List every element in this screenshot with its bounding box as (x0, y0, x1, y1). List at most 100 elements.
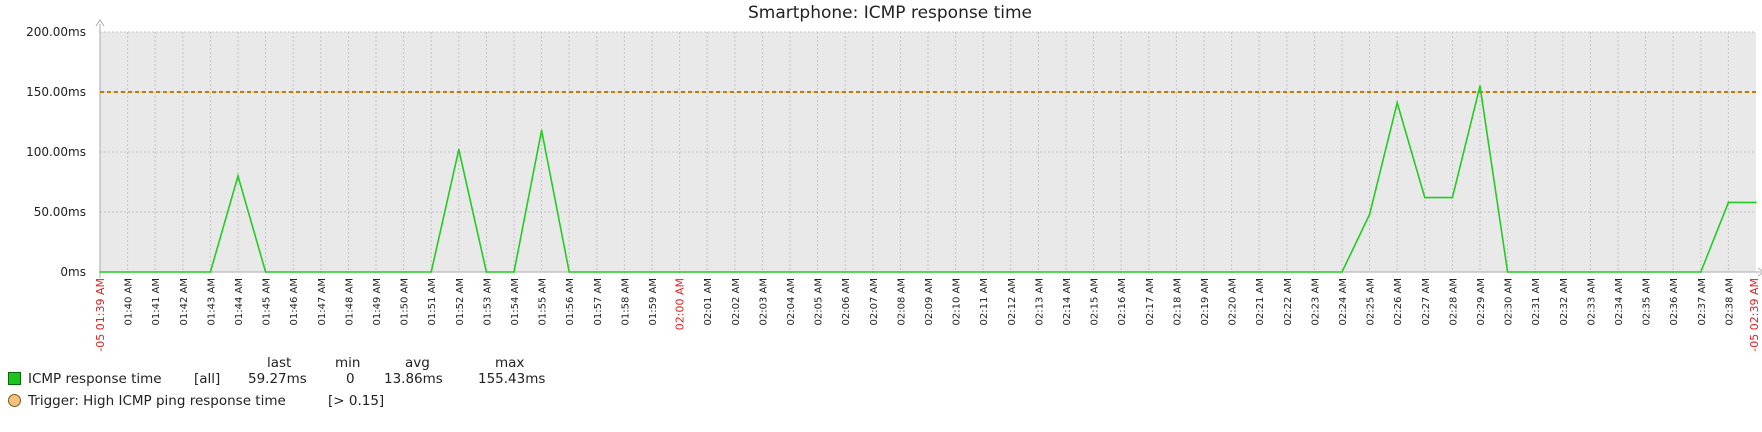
series-point (1175, 271, 1178, 273)
x-tick-label: 02:12 AM (1007, 278, 1018, 325)
series-point (1286, 271, 1288, 273)
legend-trigger-condition: [> 0.15] (328, 392, 385, 409)
legend-trigger-name: Trigger: High ICMP ping response time (28, 392, 286, 409)
x-tick-label: 02:38 AM (1724, 278, 1735, 325)
x-tick-label: 02:27 AM (1421, 278, 1432, 325)
x-tick-label: 01:46 AM (289, 278, 300, 325)
x-tick-label: 01:52 AM (455, 278, 466, 325)
x-tick-label: 02:10 AM (952, 278, 963, 325)
y-tick-label: 100.00ms (26, 145, 86, 159)
series-point (1037, 271, 1040, 273)
series-point (1230, 271, 1233, 273)
x-tick-label: 01:48 AM (344, 278, 355, 325)
series-point (1120, 271, 1122, 273)
x-tick-label: 02:34 AM (1614, 278, 1625, 325)
series-point (1672, 271, 1674, 273)
x-tick-label: 01:55 AM (538, 278, 549, 325)
x-tick-label: 02:13 AM (1034, 278, 1045, 325)
series-point (1313, 271, 1316, 273)
x-tick-label: 02:17 AM (1145, 278, 1156, 325)
series-point (734, 271, 736, 273)
x-tick-label: 01:42 AM (179, 278, 190, 325)
series-point (1010, 271, 1012, 273)
legend-trigger: Trigger: High ICMP ping response time [>… (8, 393, 384, 409)
series-point (1589, 271, 1592, 273)
series-point (1755, 201, 1757, 204)
series-point (99, 271, 101, 273)
x-tick-label: 02:15 AM (1090, 278, 1101, 325)
x-tick-label: 02:02 AM (731, 278, 742, 325)
series-point (872, 271, 874, 273)
x-tick-label: 02:03 AM (758, 278, 769, 325)
x-tick-label: 02:26 AM (1393, 278, 1404, 325)
x-tick-label: 02:33 AM (1586, 278, 1597, 325)
series-point (706, 271, 708, 273)
series-point (844, 271, 846, 273)
chart-svg: Smartphone: ICMP response time 200.00ms 15… (26, 3, 1762, 366)
legend-series-func: [all] (194, 370, 221, 387)
x-tick-label: 02:29 AM (1476, 278, 1487, 325)
series-point (1065, 271, 1067, 273)
x-tick-label: 02:07 AM (869, 278, 880, 325)
x-tick-label: 02:01 AM (703, 278, 714, 325)
chart-title: Smartphone: ICMP response time (748, 3, 1032, 23)
series-point (1617, 271, 1619, 273)
series-point (1092, 271, 1095, 273)
x-tick-label: 02:05 AM (814, 278, 825, 325)
series-point (458, 148, 460, 151)
series-point (954, 271, 957, 273)
series-point (678, 271, 681, 273)
series-point (1396, 102, 1398, 104)
legend-series-swatch (8, 372, 21, 385)
x-tick-label: 01:49 AM (372, 278, 383, 325)
series-point (292, 271, 295, 273)
x-tick-label: 02:25 AM (1366, 278, 1377, 325)
series-point (899, 271, 902, 273)
series-point (430, 271, 433, 273)
legend-series-max: 155.43ms (478, 370, 546, 387)
series-point (347, 271, 350, 273)
x-tick-label: 01:47 AM (317, 278, 328, 325)
x-tick-label: 02:31 AM (1531, 278, 1542, 325)
x-tick-label: 02:20 AM (1228, 278, 1239, 325)
x-tick-label: 01:57 AM (593, 278, 604, 325)
series-point (540, 129, 543, 132)
x-tick-label: 01:53 AM (482, 278, 493, 325)
series-point (1203, 271, 1205, 273)
x-tick-label: 01:50 AM (400, 278, 411, 325)
y-tick-label: 150.00ms (26, 85, 86, 99)
x-tick-label: 01:44 AM (234, 278, 245, 325)
x-tick-label: 02:06 AM (841, 278, 852, 325)
series-point (761, 271, 764, 273)
series-point (264, 271, 267, 273)
x-tick-label: 02:22 AM (1283, 278, 1294, 325)
x-axis-arrow (1757, 267, 1762, 277)
y-tick-label: 200.00ms (26, 25, 86, 39)
series-point (982, 271, 984, 273)
x-tick-label: 02:30 AM (1504, 278, 1515, 325)
x-tick-label: 02:28 AM (1448, 278, 1459, 325)
series-point (1424, 196, 1426, 199)
series-point (485, 271, 488, 273)
x-tick-label: 01:45 AM (262, 278, 273, 325)
series-point (513, 271, 515, 273)
series-point (1368, 213, 1371, 216)
legend-series-last: 59.27ms (248, 370, 307, 387)
x-tick-label-end: 10-05 02:39 AM (1748, 278, 1761, 352)
x-tick-label: 02:08 AM (896, 278, 907, 325)
x-tick-label: 02:04 AM (786, 278, 797, 325)
x-tick-label: 02:32 AM (1559, 278, 1570, 325)
series-point (1562, 271, 1564, 273)
y-axis-arrow (95, 19, 105, 27)
x-tick-label: 02:35 AM (1642, 278, 1653, 325)
x-tick-label: 02:37 AM (1697, 278, 1708, 325)
series-point (1506, 271, 1509, 273)
x-tick-label: 01:41 AM (151, 278, 162, 325)
series-point (1644, 271, 1647, 273)
series-point (154, 271, 156, 273)
series-point (1534, 271, 1536, 273)
series-point (1727, 201, 1730, 204)
series-point (1451, 196, 1454, 199)
series-point (126, 271, 129, 273)
